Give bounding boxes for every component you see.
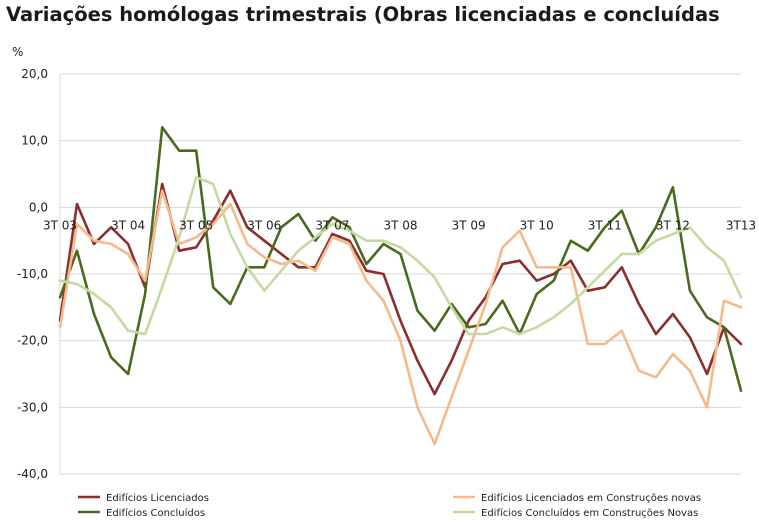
x-tick-label: 3T 09 (452, 218, 486, 232)
series-line-2 (58, 126, 743, 393)
y-tick-label: 20,0 (21, 67, 48, 81)
y-axis-ticks: 20,0 10,0 0,0 -10,0 -20,0 -30,0 -40,0 (17, 67, 48, 481)
x-tick-label: 3T 12 (656, 218, 690, 232)
x-tick-label: 3T 11 (588, 218, 622, 232)
y-tick-label: -30,0 (17, 400, 48, 414)
legend: Edifícios Licenciados Edifícios Concluído… (78, 492, 701, 519)
legend-label: Edifícios Licenciados em Construções nov… (481, 492, 701, 504)
legend-label: Edifícios Licenciados (106, 492, 209, 504)
legend-label: Edifícios Concluídos (106, 507, 205, 519)
x-tick-label: 3T 04 (111, 218, 145, 232)
y-axis-unit-label: % (12, 45, 23, 59)
y-tick-label: -20,0 (17, 334, 48, 348)
x-tick-label: 3T 08 (383, 218, 417, 232)
y-tick-label: -40,0 (17, 467, 48, 481)
legend-label: Edifícios Concluídos em Construções Nova… (481, 507, 698, 519)
x-tick-label: 3T 06 (247, 218, 281, 232)
chart-title: Variações homólogas trimestrais (Obras l… (6, 3, 720, 26)
x-tick-label: 3T 05 (179, 218, 213, 232)
x-axis-ticks: 3T 03 3T 04 3T 05 3T 06 3T 07 3T 08 3T 09 3T 10… (43, 218, 756, 232)
x-tick-label: 3T13 (726, 218, 756, 232)
y-tick-label: -10,0 (17, 267, 48, 281)
series-line-3 (58, 189, 743, 446)
x-tick-label: 3T 07 (315, 218, 349, 232)
x-tick-label: 3T 03 (43, 218, 77, 232)
x-tick-label: 3T 10 (520, 218, 554, 232)
series-line-4 (58, 176, 743, 336)
series-lines (58, 126, 743, 446)
y-tick-label: 0,0 (29, 200, 48, 214)
y-tick-label: 10,0 (21, 134, 48, 148)
